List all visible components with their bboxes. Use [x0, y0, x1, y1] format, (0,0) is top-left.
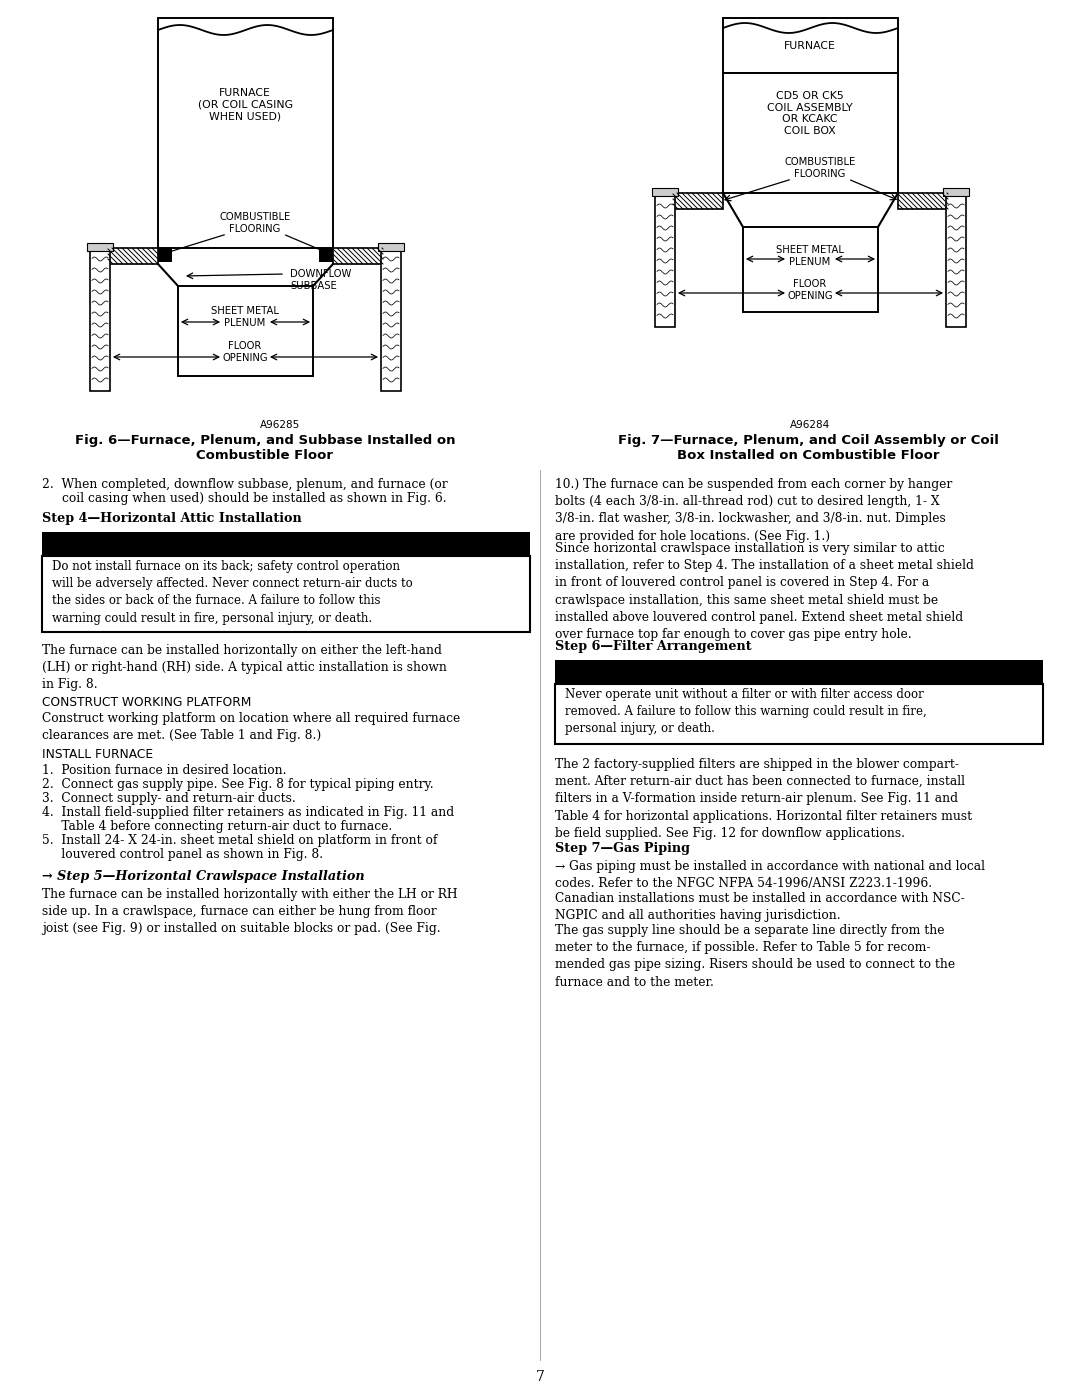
Text: Box Installed on Combustible Floor: Box Installed on Combustible Floor [677, 448, 940, 462]
Text: 5.  Install 24- X 24-in. sheet metal shield on platform in front of: 5. Install 24- X 24-in. sheet metal shie… [42, 834, 437, 847]
Text: → Gas piping must be installed in accordance with national and local
codes. Refe: → Gas piping must be installed in accord… [555, 861, 985, 890]
Bar [723, 18, 897, 73]
Bar [87, 243, 113, 251]
Text: Step 4—Horizontal Attic Installation: Step 4—Horizontal Attic Installation [42, 511, 301, 525]
Text: COMBUSTIBLE
FLOORING: COMBUSTIBLE FLOORING [219, 212, 291, 235]
Bar [158, 249, 172, 263]
Bar [90, 249, 110, 391]
Text: A96285: A96285 [260, 420, 300, 430]
Text: SHEET METAL
PLENUM: SHEET METAL PLENUM [777, 244, 843, 267]
Text: CD5 OR CK5
COIL ASSEMBLY
OR KCAKC
COIL BOX: CD5 OR CK5 COIL ASSEMBLY OR KCAKC COIL B… [767, 91, 853, 136]
Text: The 2 factory-supplied filters are shipped in the blower compart-
ment. After re: The 2 factory-supplied filters are shipp… [555, 759, 972, 840]
Text: louvered control panel as shown in Fig. 8.: louvered control panel as shown in Fig. … [42, 848, 323, 861]
Text: DOWNFLOW
SUBBASE: DOWNFLOW SUBBASE [291, 270, 351, 291]
Text: FURNACE: FURNACE [784, 41, 836, 52]
Bar [943, 189, 969, 196]
Text: 4.  Install field-supplied filter retainers as indicated in Fig. 11 and: 4. Install field-supplied filter retaine… [42, 806, 454, 819]
Bar [42, 532, 530, 556]
Bar [178, 286, 313, 376]
Text: 10.) The furnace can be suspended from each corner by hanger
bolts (4 each 3/8-i: 10.) The furnace can be suspended from e… [555, 478, 953, 542]
Text: Do not install furnace on its back; safety control operation
will be adversely a: Do not install furnace on its back; safe… [52, 560, 413, 624]
Text: SHEET METAL
PLENUM: SHEET METAL PLENUM [211, 306, 279, 328]
Text: A96284: A96284 [789, 420, 831, 430]
Bar [42, 556, 530, 631]
Text: The furnace can be installed horizontally with either the LH or RH
side up. In a: The furnace can be installed horizontall… [42, 888, 458, 936]
Text: COMBUSTIBLE
FLOORING: COMBUSTIBLE FLOORING [784, 158, 855, 179]
Text: Step 7—Gas Piping: Step 7—Gas Piping [555, 842, 690, 855]
Text: ⚠  WARNING: ⚠ WARNING [745, 664, 853, 678]
Bar [654, 193, 675, 327]
Bar [555, 659, 1043, 685]
Text: 2.  When completed, downflow subbase, plenum, and furnace (or: 2. When completed, downflow subbase, ple… [42, 478, 447, 490]
Text: INSTALL FURNACE: INSTALL FURNACE [42, 747, 153, 761]
Bar [946, 193, 966, 327]
Text: FURNACE
(OR COIL CASING
WHEN USED): FURNACE (OR COIL CASING WHEN USED) [198, 88, 293, 122]
Bar [333, 249, 383, 264]
Bar [723, 73, 897, 193]
Text: CONSTRUCT WORKING PLATFORM: CONSTRUCT WORKING PLATFORM [42, 696, 252, 710]
Text: Fig. 7—Furnace, Plenum, and Coil Assembly or Coil: Fig. 7—Furnace, Plenum, and Coil Assembl… [618, 434, 998, 447]
Text: Step 6—Filter Arrangement: Step 6—Filter Arrangement [555, 640, 752, 652]
Text: FLOOR
OPENING: FLOOR OPENING [787, 279, 833, 300]
Text: 7: 7 [536, 1370, 544, 1384]
Text: Since horizontal crawlspace installation is very similar to attic
installation, : Since horizontal crawlspace installation… [555, 542, 974, 641]
Text: ⚠  WARNING: ⚠ WARNING [232, 535, 340, 550]
Text: FLOOR
OPENING: FLOOR OPENING [222, 341, 268, 363]
Bar [378, 243, 404, 251]
Text: coil casing when used) should be installed as shown in Fig. 6.: coil casing when used) should be install… [62, 492, 447, 504]
Bar [555, 685, 1043, 745]
Text: Never operate unit without a filter or with filter access door
removed. A failur: Never operate unit without a filter or w… [565, 687, 927, 735]
Text: Construct working platform on location where all required furnace
clearances are: Construct working platform on location w… [42, 712, 460, 742]
Text: 3.  Connect supply- and return-air ducts.: 3. Connect supply- and return-air ducts. [42, 792, 296, 805]
Text: The gas supply line should be a separate line directly from the
meter to the fur: The gas supply line should be a separate… [555, 923, 955, 989]
Text: Combustible Floor: Combustible Floor [197, 448, 334, 462]
Text: 1.  Position furnace in desired location.: 1. Position furnace in desired location. [42, 764, 286, 777]
Text: The furnace can be installed horizontally on either the left-hand
(LH) or right-: The furnace can be installed horizontall… [42, 644, 447, 692]
Text: → Step 5—Horizontal Crawlspace Installation: → Step 5—Horizontal Crawlspace Installat… [42, 870, 365, 883]
Text: Fig. 6—Furnace, Plenum, and Subbase Installed on: Fig. 6—Furnace, Plenum, and Subbase Inst… [75, 434, 456, 447]
Bar [381, 249, 401, 391]
Bar [319, 249, 333, 263]
Bar [652, 189, 678, 196]
Bar [897, 193, 948, 210]
Bar [158, 18, 333, 249]
Bar [108, 249, 158, 264]
Text: Canadian installations must be installed in accordance with NSC-
NGPIC and all a: Canadian installations must be installed… [555, 893, 964, 922]
Bar [743, 226, 878, 312]
Text: Table 4 before connecting return-air duct to furnace.: Table 4 before connecting return-air duc… [42, 820, 392, 833]
Text: 2.  Connect gas supply pipe. See Fig. 8 for typical piping entry.: 2. Connect gas supply pipe. See Fig. 8 f… [42, 778, 434, 791]
Bar [673, 193, 723, 210]
